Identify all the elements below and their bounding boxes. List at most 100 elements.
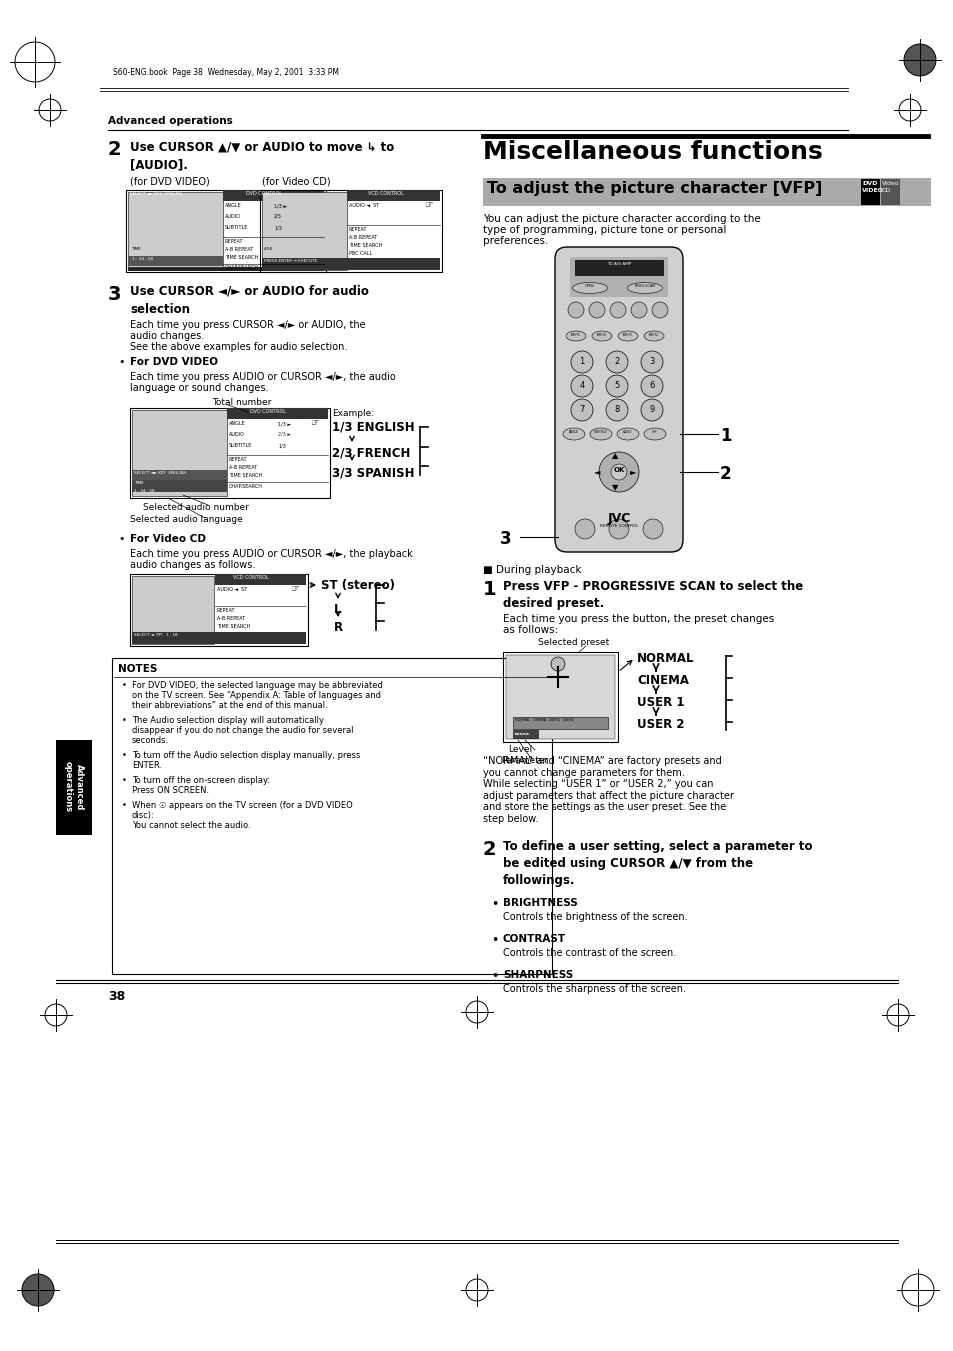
Ellipse shape [562,428,584,440]
Bar [262,258,439,270]
Text: “NORMAL” and “CINEMA” are factory presets and
you cannot change parameters for t: “NORMAL” and “CINEMA” are factory preset… [482,757,733,824]
Text: •: • [122,801,127,811]
Text: 2: 2 [614,357,619,366]
Bar [128,255,223,266]
Text: ANGLE: ANGLE [229,422,246,426]
Bar [132,470,227,480]
Text: 1: 1 [578,357,584,366]
Text: CHAP.SEARCH: CHAP.SEARCH [225,265,258,270]
Text: 1/3: 1/3 [277,443,286,449]
Text: Use CURSOR ◄/► or AUDIO for audio: Use CURSOR ◄/► or AUDIO for audio [130,285,369,299]
Bar [227,408,328,419]
Text: TIME SEARCH: TIME SEARCH [229,473,262,478]
Text: For DVD VIDEO, the selected language may be abbreviated: For DVD VIDEO, the selected language may… [132,681,382,690]
Text: JVC: JVC [607,512,630,526]
Text: INPUT1: INPUT1 [571,332,580,336]
Text: ▼: ▼ [611,484,618,492]
Text: •: • [491,934,497,947]
Bar [347,190,439,201]
Text: 3: 3 [499,530,511,549]
Text: For Video CD: For Video CD [130,534,206,544]
Text: Each time you press AUDIO or CURSOR ◄/►, the playback: Each time you press AUDIO or CURSOR ◄/►,… [130,549,413,559]
Text: be edited using CURSOR ▲/▼ from the: be edited using CURSOR ▲/▼ from the [502,857,752,870]
Circle shape [898,99,920,122]
Text: 1: 1 [482,580,497,598]
Bar [132,409,227,496]
Text: •: • [118,357,125,367]
Text: disappear if you do not change the audio for several: disappear if you do not change the audio… [132,725,354,735]
Text: ■ During playback: ■ During playback [482,565,581,576]
Text: SHARPNESS: SHARPNESS [502,970,573,979]
Text: CONTRAST: CONTRAST [502,934,565,944]
Text: •: • [122,681,127,690]
Text: A-B REPEAT: A-B REPEAT [216,616,245,621]
Text: followings.: followings. [502,874,575,888]
Text: To define a user setting, select a parameter to: To define a user setting, select a param… [502,840,812,852]
Bar [132,480,227,492]
Text: OK: OK [613,467,624,473]
Bar [260,190,441,272]
Text: •: • [491,970,497,984]
Ellipse shape [572,282,607,293]
Text: PBC CALL: PBC CALL [349,251,372,255]
Bar [132,576,213,644]
Text: NORMAL  CINEMA  USER1  USER2: NORMAL CINEMA USER1 USER2 [515,717,574,721]
Text: INPUT3: INPUT3 [622,332,632,336]
Bar [262,192,347,270]
Text: To adjust the picture character [VFP]: To adjust the picture character [VFP] [486,181,821,196]
Text: Example:: Example: [332,409,374,417]
Text: [AUDIO].: [AUDIO]. [130,158,188,172]
Text: SELECT ◄  MT   1 : 18: SELECT ◄ MT 1 : 18 [133,634,177,638]
Text: CHAP.SEARCH: CHAP.SEARCH [229,484,263,489]
Bar [128,267,324,272]
Text: R: R [334,621,343,634]
Text: Selected audio language: Selected audio language [130,515,242,524]
Text: 1/3 ENGLISH: 1/3 ENGLISH [332,422,415,434]
Text: OPEN: OPEN [584,284,595,288]
Text: 2: 2 [108,141,121,159]
Text: REPEAT: REPEAT [229,457,247,462]
Text: on the TV screen. See “Appendix A: Table of languages and: on the TV screen. See “Appendix A: Table… [132,690,380,700]
Circle shape [901,1274,933,1306]
Text: TIME: TIME [133,481,144,485]
Bar [132,632,306,644]
Ellipse shape [565,331,585,340]
Text: Controls the sharpness of the screen.: Controls the sharpness of the screen. [502,984,685,994]
Text: REPEAT: REPEAT [225,239,243,245]
Ellipse shape [643,428,665,440]
Text: SUBTITLE: SUBTITLE [594,430,607,434]
Bar [482,178,930,205]
Text: 2: 2 [482,840,497,859]
Circle shape [588,303,604,317]
Text: A-B REPEAT: A-B REPEAT [349,235,376,240]
Circle shape [598,453,639,492]
Circle shape [651,303,667,317]
Text: Controls the brightness of the screen.: Controls the brightness of the screen. [502,912,687,921]
Text: Total number: Total number [212,399,271,407]
Circle shape [567,303,583,317]
Text: S60-ENG.book  Page 38  Wednesday, May 2, 2001  3:33 PM: S60-ENG.book Page 38 Wednesday, May 2, 2… [112,68,338,77]
Circle shape [15,42,55,82]
Circle shape [605,376,627,397]
Text: CD: CD [882,188,890,193]
Text: TIME SEARCH: TIME SEARCH [225,255,258,259]
Circle shape [575,519,595,539]
Text: PROG.SCAN: PROG.SCAN [634,284,655,288]
Text: •: • [122,775,127,785]
Text: Selected audio number: Selected audio number [143,503,249,512]
FancyBboxPatch shape [555,247,682,553]
Text: INPUT4: INPUT4 [648,332,659,336]
Text: 2: 2 [720,465,731,484]
Text: A-B REPEAT: A-B REPEAT [229,465,257,470]
Text: AUDIO ◄  ST: AUDIO ◄ ST [216,586,247,592]
Text: USER 1: USER 1 [637,696,684,709]
Ellipse shape [627,282,661,293]
Bar [513,717,607,730]
Text: 3/3 SPANISH: 3/3 SPANISH [332,466,414,480]
Text: REPEAT: REPEAT [349,227,367,232]
Text: USER 2: USER 2 [637,717,684,731]
Text: disc):: disc): [132,811,154,820]
Text: 2/3: 2/3 [274,213,281,219]
Text: ENTER.: ENTER. [132,761,162,770]
Text: For DVD VIDEO: For DVD VIDEO [130,357,218,367]
